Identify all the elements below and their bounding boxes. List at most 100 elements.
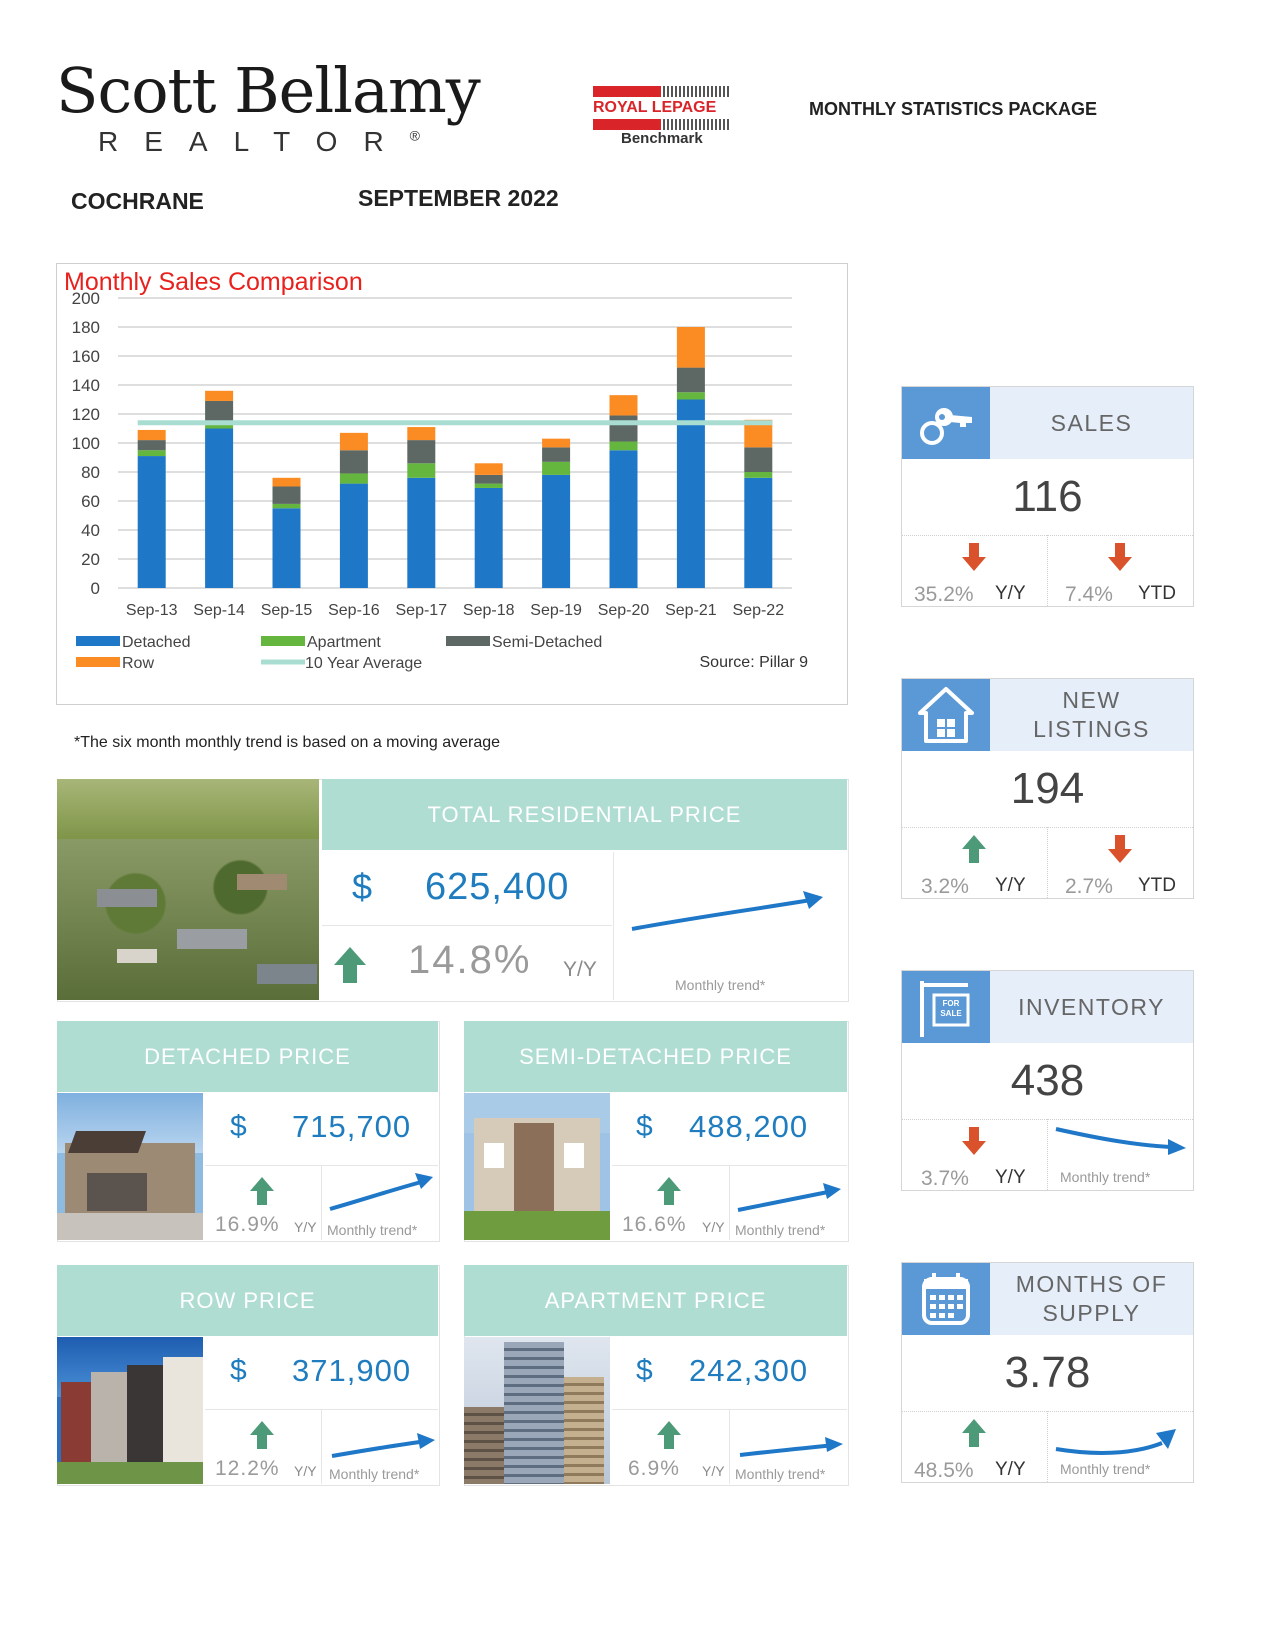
detached-trend-label: Monthly trend* [327, 1222, 418, 1238]
inventory-stat-box: FOR SALE INVENTORY 438 3.7% Y/Y Monthly … [901, 970, 1194, 1191]
months-supply-label: MONTHS OF SUPPLY [990, 1263, 1193, 1335]
city-name: COCHRANE [71, 188, 204, 214]
bar-row-sep-20 [609, 395, 638, 416]
y-tick-label: 60 [81, 492, 100, 511]
new-listings-stat-box: NEW LISTINGS 194 3.2% Y/Y 2.7% YTD [901, 678, 1194, 899]
apartment-yy-unit: Y/Y [702, 1463, 725, 1479]
sales-yy-unit: Y/Y [995, 583, 1026, 604]
brand-sub-text: REALTOR [98, 126, 410, 157]
legend-label: Detached [122, 634, 191, 651]
new-listings-yy-unit: Y/Y [995, 875, 1026, 896]
brand-subtitle: REALTOR® [98, 126, 420, 158]
bar-row-sep-21 [676, 327, 705, 368]
semi-detached-house-photo [464, 1093, 610, 1240]
sales-label: SALES [990, 387, 1193, 459]
months-supply-trend-line [1055, 1429, 1176, 1455]
down-arrow-icon [962, 1127, 986, 1155]
semi-detached-trend-label: Monthly trend* [735, 1222, 826, 1238]
down-arrow-icon [1108, 835, 1132, 863]
y-tick-label: 200 [72, 289, 100, 308]
legend-label: Row [122, 655, 154, 672]
detached-yy-unit: Y/Y [294, 1219, 317, 1235]
bar-apartment-sep-16 [339, 473, 368, 484]
bar-semi-detached-sep-21 [676, 367, 705, 393]
calendar-icon [902, 1263, 990, 1335]
legend-swatch-apartment [261, 636, 305, 646]
inventory-yy-percent: 3.7% [921, 1167, 969, 1190]
bar-semi-detached-sep-13 [137, 440, 166, 451]
bar-detached-sep-15 [272, 508, 301, 588]
legend-swatch-semi-detached [446, 636, 490, 646]
apartment-currency: $ [636, 1354, 653, 1387]
bar-row-sep-18 [474, 463, 503, 475]
apartment-tower-photo [464, 1337, 610, 1484]
x-tick-label: Sep-15 [261, 602, 313, 619]
total-currency: $ [352, 866, 373, 907]
up-arrow-icon [962, 835, 986, 863]
bar-apartment-sep-22 [744, 472, 773, 478]
bar-detached-sep-13 [137, 456, 166, 588]
semi-detached-yy-percent: 16.6% [622, 1213, 687, 1236]
y-tick-label: 140 [72, 376, 100, 395]
x-tick-label: Sep-18 [463, 602, 515, 619]
apartment-yy-percent: 6.9% [628, 1457, 680, 1480]
sales-chart-frame [56, 263, 848, 705]
semi-detached-trend-line [737, 1183, 841, 1212]
legend-label: Semi-Detached [492, 634, 602, 651]
y-tick-label: 160 [72, 347, 100, 366]
x-tick-label: Sep-16 [328, 602, 380, 619]
bar-row-sep-15 [272, 477, 301, 487]
semi-detached-yy-unit: Y/Y [702, 1219, 725, 1235]
for-sale-sign-text: FOR SALE [940, 999, 962, 1018]
row-currency: $ [230, 1354, 247, 1387]
row-yy-unit: Y/Y [294, 1463, 317, 1479]
total-yy-percent: 14.8% [408, 938, 532, 982]
bar-semi-detached-sep-17 [407, 440, 436, 464]
bar-semi-detached-sep-20 [609, 415, 638, 442]
y-tick-label: 20 [81, 550, 100, 569]
new-listings-label-line2: LISTINGS [1033, 716, 1150, 742]
for-sale-sign-icon: FOR SALE [902, 971, 990, 1043]
bar-semi-detached-sep-18 [474, 474, 503, 484]
total-trend-line [631, 891, 823, 931]
x-tick-label: Sep-22 [733, 602, 785, 619]
sales-value: 116 [1012, 472, 1083, 521]
x-tick-label: Sep-14 [193, 602, 245, 619]
bar-row-sep-19 [542, 438, 571, 448]
months-supply-yy-percent: 48.5% [914, 1459, 974, 1482]
bar-detached-sep-18 [474, 487, 503, 588]
apartment-trend-line [739, 1437, 843, 1457]
x-tick-label: Sep-17 [396, 602, 448, 619]
new-listings-yy-percent: 3.2% [921, 875, 969, 898]
down-arrow-icon [1108, 543, 1132, 571]
new-listings-label-line1: NEW [1062, 687, 1121, 713]
y-tick-label: 0 [91, 579, 100, 598]
months-supply-label-line2: SUPPLY [1042, 1300, 1141, 1326]
bar-apartment-sep-15 [272, 503, 301, 509]
months-supply-value: 3.78 [1004, 1348, 1091, 1397]
bar-semi-detached-sep-14 [205, 400, 234, 423]
sales-ytd-percent: 7.4% [1065, 583, 1113, 606]
sales-stat-box: SALES 116 35.2% Y/Y 7.4% YTD [901, 386, 1194, 607]
inventory-trend-line [1055, 1127, 1186, 1155]
new-listings-label: NEW LISTINGS [990, 679, 1193, 751]
y-tick-label: 100 [72, 434, 100, 453]
bar-detached-sep-14 [205, 428, 234, 588]
bar-row-sep-17 [407, 427, 436, 441]
up-arrow-icon [334, 947, 366, 983]
sales-ytd-unit: YTD [1138, 583, 1176, 604]
partner-name: ROYAL LEPAGE [593, 97, 733, 119]
bar-row-sep-16 [339, 432, 368, 451]
bar-semi-detached-sep-16 [339, 450, 368, 474]
new-listings-ytd-percent: 2.7% [1065, 875, 1113, 898]
y-tick-label: 180 [72, 318, 100, 337]
total-price-value: 625,400 [425, 866, 570, 908]
new-listings-ytd-unit: YTD [1138, 875, 1176, 896]
brand-name: Scott Bellamy [56, 54, 481, 127]
inventory-label: INVENTORY [990, 971, 1193, 1043]
up-arrow-icon [250, 1421, 274, 1449]
months-supply-stat-box: MONTHS OF SUPPLY 3.78 48.5% Y/Y Monthly t… [901, 1262, 1194, 1483]
x-tick-label: Sep-20 [598, 602, 650, 619]
total-yy-unit: Y/Y [563, 958, 597, 981]
y-tick-label: 120 [72, 405, 100, 424]
